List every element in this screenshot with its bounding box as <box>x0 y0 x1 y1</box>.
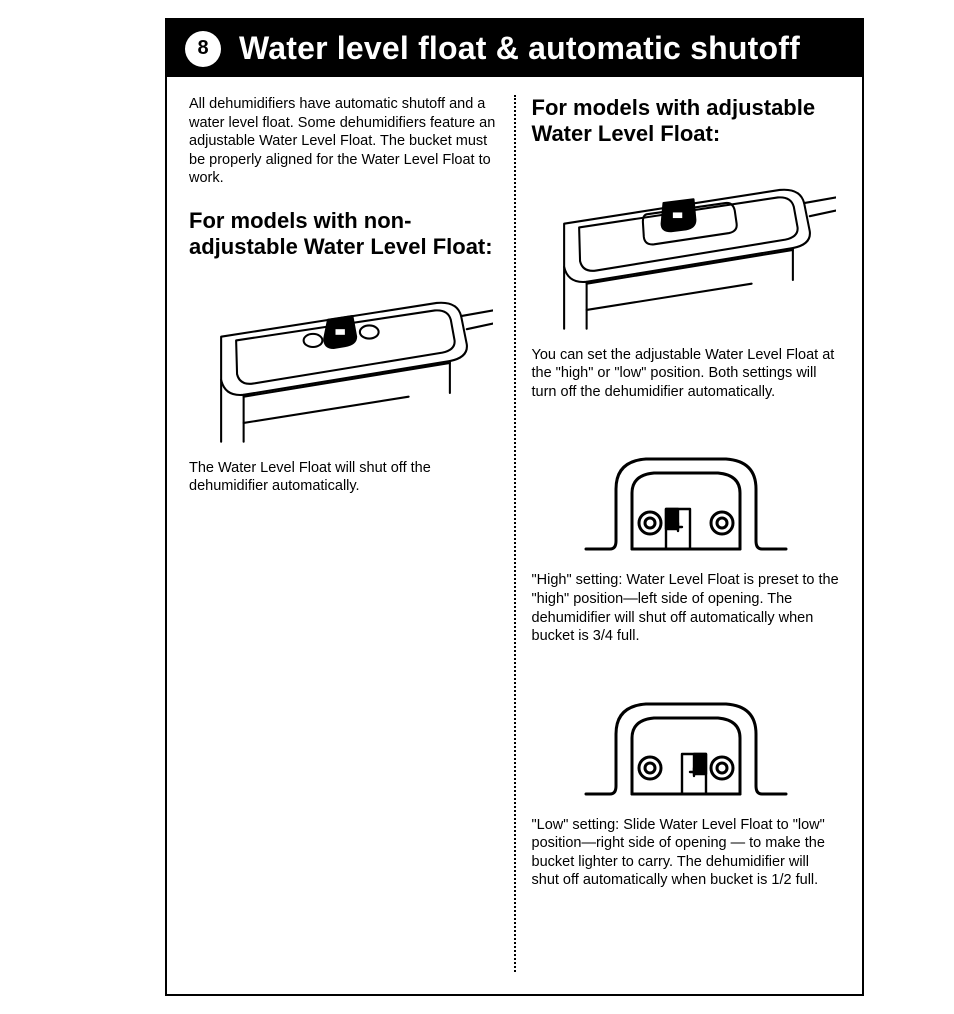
intro-paragraph: All dehumidifiers have automatic shutoff… <box>189 95 498 188</box>
content-area: All dehumidifiers have automatic shutoff… <box>167 77 862 994</box>
right-intro-caption: You can set the adjustable Water Level F… <box>532 346 841 402</box>
low-setting-diagram <box>576 682 796 802</box>
page-title: Water level float & automatic shutoff <box>239 30 800 67</box>
left-column: All dehumidifiers have automatic shutoff… <box>189 95 514 972</box>
left-caption: The Water Level Float will shut off the … <box>189 459 498 496</box>
step-number-badge: 8 <box>185 31 221 67</box>
title-bar: 8 Water level float & automatic shutoff <box>167 20 862 77</box>
right-column: For models with adjustable Water Level F… <box>516 95 841 972</box>
adjustable-float-diagram <box>536 164 836 334</box>
manual-page: 8 Water level float & automatic shutoff … <box>165 18 864 996</box>
left-subheading: For models with non-adjustable Water Lev… <box>189 208 498 261</box>
high-setting-caption: "High" setting: Water Level Float is pre… <box>532 571 841 645</box>
non-adjustable-float-diagram <box>193 277 493 447</box>
high-setting-diagram <box>576 437 796 557</box>
low-setting-caption: "Low" setting: Slide Water Level Float t… <box>532 816 841 890</box>
right-subheading: For models with adjustable Water Level F… <box>532 95 841 148</box>
